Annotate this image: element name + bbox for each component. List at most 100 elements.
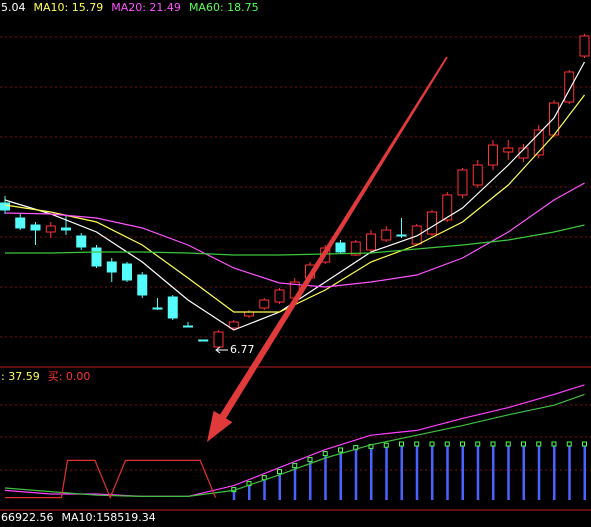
bar-cap	[338, 447, 343, 453]
candle-body	[472, 164, 483, 186]
bar	[583, 446, 586, 500]
highlight-arrow	[207, 56, 448, 442]
bar	[431, 446, 434, 500]
line-series	[4, 61, 586, 331]
bar-cap	[277, 469, 282, 475]
bar	[476, 446, 480, 500]
candle-body	[366, 233, 376, 251]
bar-cap	[383, 442, 389, 448]
candle-body	[488, 144, 498, 166]
bar	[293, 467, 297, 500]
bar	[354, 449, 358, 500]
candle-body	[30, 224, 41, 231]
bar-cap	[414, 441, 420, 447]
bar-cap	[429, 441, 435, 447]
candle-body	[198, 339, 209, 342]
candle-body	[61, 227, 71, 231]
candle-body	[76, 235, 87, 248]
candle-body	[45, 225, 56, 233]
label-text: MA60: 18.75	[189, 1, 259, 14]
label-text: MA10: 15.79	[34, 1, 104, 14]
bar-cap	[292, 463, 298, 469]
bar-cap	[460, 441, 465, 447]
candle-body	[15, 217, 26, 229]
line-series	[4, 384, 585, 497]
label-text: : 37.59	[1, 370, 40, 383]
candle-body	[350, 241, 361, 256]
line-series	[4, 393, 585, 497]
candle-body	[533, 129, 544, 156]
label-text: 66922.56	[1, 511, 54, 524]
candle-body	[564, 71, 575, 103]
bar	[263, 479, 266, 500]
candle-body	[106, 261, 117, 273]
annotation-arrow-head	[215, 346, 221, 354]
bar	[415, 446, 419, 500]
indicator-footer: 66922.56 MA10:158519.34	[1, 511, 156, 524]
bar	[522, 446, 525, 500]
candle-body	[335, 242, 346, 253]
candle-body	[457, 169, 468, 196]
bar	[461, 446, 464, 500]
bar-cap	[505, 441, 511, 447]
bar	[568, 446, 571, 500]
candle-body	[91, 247, 102, 267]
bar-cap	[582, 441, 587, 447]
label-text: 5.04	[1, 1, 26, 14]
candle-body	[274, 289, 285, 303]
bar-cap	[307, 457, 313, 463]
bar-cap	[399, 441, 404, 447]
bar	[232, 491, 236, 500]
candle-body	[411, 225, 422, 245]
annotation-label: 6.77	[230, 343, 255, 356]
candle-body	[259, 299, 270, 309]
candle-body	[0, 202, 10, 211]
bar-cap	[551, 441, 557, 447]
bar-cap	[475, 441, 481, 447]
candle-body	[442, 194, 453, 221]
bar-cap	[536, 441, 542, 447]
bar	[400, 446, 403, 500]
bar-cap	[521, 441, 526, 447]
bar-cap	[490, 441, 496, 447]
line-series	[5, 459, 217, 500]
candle-body	[213, 331, 224, 348]
bar	[537, 446, 541, 500]
candle-body	[503, 147, 514, 153]
candle-body	[183, 325, 193, 328]
bar-cap	[322, 451, 328, 457]
candle-body	[167, 296, 178, 319]
bar	[446, 446, 449, 500]
candle-body	[228, 321, 239, 329]
candle-body	[396, 234, 407, 237]
bar	[492, 446, 495, 500]
bar	[324, 455, 327, 500]
bar	[248, 485, 251, 500]
low-annotation: 6.77	[215, 343, 255, 356]
price-legend: 5.04 MA10: 15.79 MA20: 21.49 MA60: 18.75	[1, 1, 259, 14]
label-text: MA10:158519.34	[62, 511, 156, 524]
candle-body	[381, 229, 392, 241]
bar-cap	[444, 441, 450, 447]
bar	[339, 452, 342, 500]
candle-body	[579, 35, 590, 57]
candle-body	[427, 211, 437, 235]
line-series	[4, 94, 585, 313]
label-text: 买: 0.00	[48, 370, 91, 383]
candle-body	[518, 147, 529, 159]
indicator-panel	[4, 384, 587, 500]
bar	[507, 446, 510, 500]
candle-body	[122, 263, 132, 281]
candle-body	[137, 274, 148, 296]
bar	[309, 461, 312, 500]
bar-cap	[566, 441, 572, 447]
label-text: MA20: 21.49	[111, 1, 181, 14]
candle-body	[152, 307, 163, 310]
line-series	[5, 224, 585, 256]
bar	[370, 448, 373, 500]
bar	[385, 447, 388, 500]
indicator-header: : 37.59 买: 0.00	[1, 370, 90, 383]
bar	[553, 446, 556, 500]
